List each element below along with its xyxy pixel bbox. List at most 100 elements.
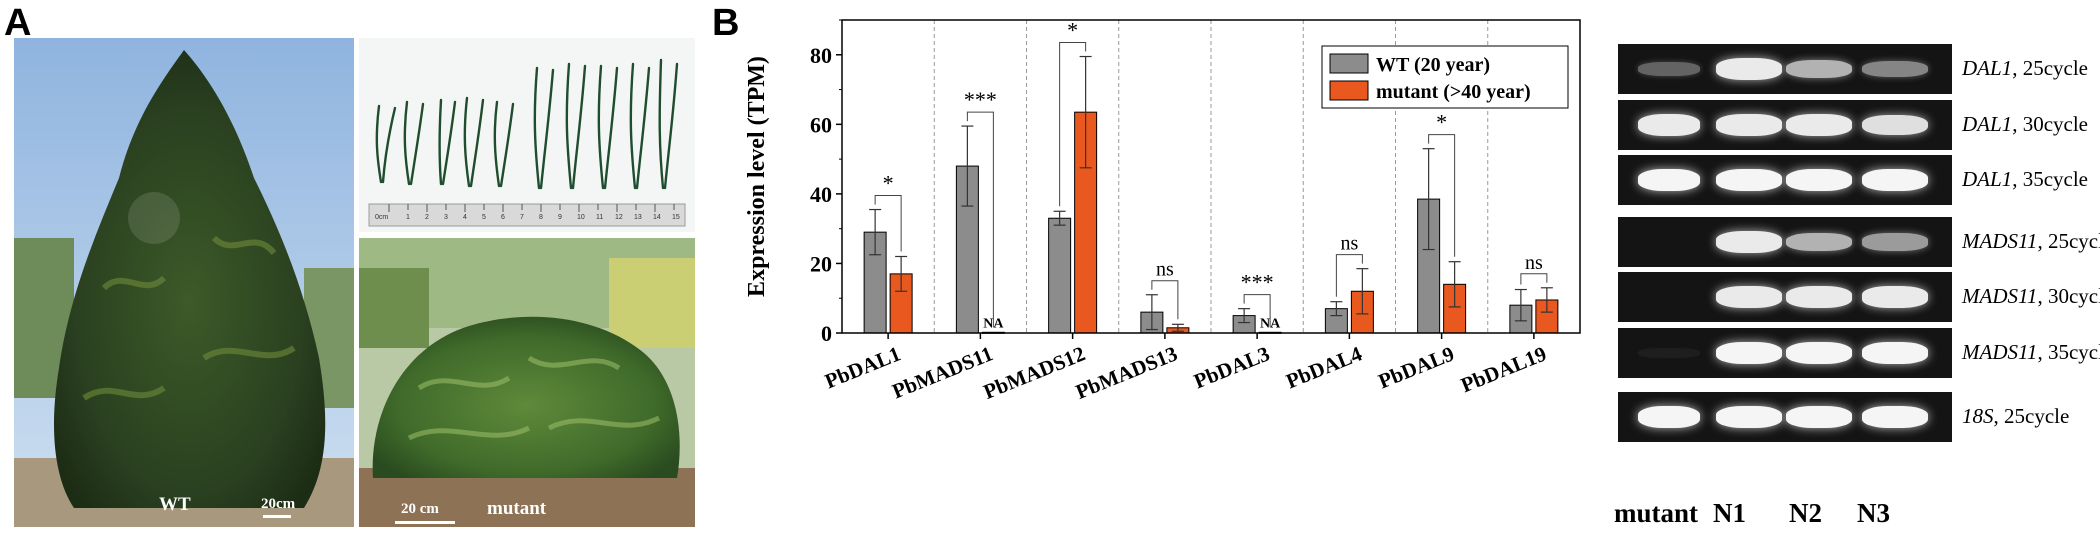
x-tick-label: PbDAL19 — [1457, 341, 1549, 397]
gel-band — [1862, 233, 1928, 251]
significance-label: * — [1067, 18, 1078, 43]
gel-row-label: DAL1, 25cycle — [1962, 56, 2088, 80]
gel-strip — [1618, 392, 1952, 442]
gel-strip — [1618, 44, 1952, 94]
gel-band — [1786, 232, 1852, 252]
mutant-scale-label: 20 cm — [401, 501, 439, 517]
gel-lane-label: mutant — [1614, 498, 1699, 528]
legend-swatch — [1329, 53, 1369, 74]
y-tick-label: 40 — [810, 182, 832, 207]
y-tick-label: 60 — [810, 112, 832, 137]
y-tick-label: 0 — [821, 321, 832, 346]
gel-strip — [1618, 100, 1952, 150]
gel-band — [1786, 406, 1852, 428]
gel-row-label: MADS11, 30cycle — [1962, 284, 2100, 308]
significance-label: *** — [1241, 270, 1274, 295]
significance-label: ns — [1340, 233, 1358, 255]
gel-band — [1862, 169, 1928, 191]
gel-band — [1638, 347, 1700, 359]
significance-bracket — [1335, 254, 1363, 297]
x-tick-label: PbDAL4 — [1283, 341, 1366, 393]
gel-strip — [1618, 217, 1952, 267]
panel-b-letter: B — [712, 2, 740, 44]
significance-label: ns — [1525, 252, 1543, 274]
gel-band — [1638, 114, 1700, 136]
gel-strip — [1618, 155, 1952, 205]
y-tick-label: 20 — [810, 251, 832, 276]
gel-lane-label: N3 — [1857, 498, 1890, 528]
wt-scale-bar — [263, 515, 291, 518]
gel-band — [1862, 406, 1928, 428]
significance-label: * — [883, 171, 894, 196]
gel-band — [1716, 58, 1782, 80]
gel-band — [1786, 114, 1852, 136]
ruler-number: 12 — [615, 214, 623, 221]
gel-band — [1862, 342, 1928, 364]
significance-bracket — [1151, 280, 1179, 320]
significance-bracket — [1059, 42, 1087, 207]
x-tick-label: PbMADS13 — [1072, 341, 1181, 403]
plot-frame — [841, 19, 1581, 334]
ruler-number: 7 — [520, 214, 524, 221]
ruler-number: 14 — [653, 214, 661, 221]
wt-scale-label: 20cm — [261, 496, 296, 512]
gel-lane-label: N1 — [1713, 498, 1746, 528]
ruler-number: 8 — [539, 214, 543, 221]
gel-row-label: DAL1, 35cycle — [1962, 167, 2088, 191]
x-tick-label: PbMADS11 — [889, 341, 996, 403]
x-tick-label: PbMADS12 — [980, 341, 1089, 403]
bar-wt — [1048, 217, 1072, 334]
y-tick-label: 80 — [810, 43, 832, 68]
gel-band — [1786, 169, 1852, 191]
gel-band — [1716, 406, 1782, 428]
needles-photo: 0cm 1 2 3 4 5 6 7 8 9 10 11 12 13 14 15 — [359, 38, 695, 232]
gel-band — [1862, 114, 1928, 136]
ruler-number: 6 — [501, 214, 505, 221]
legend-swatch — [1329, 80, 1369, 101]
ruler-number: 13 — [634, 214, 642, 221]
gel-band — [1716, 114, 1782, 136]
significance-label: *** — [964, 87, 997, 112]
x-tick-label: PbDAL9 — [1375, 341, 1458, 393]
x-tick-label: PbDAL3 — [1190, 341, 1273, 393]
significance-bracket — [1520, 273, 1548, 285]
ruler-number: 15 — [672, 214, 680, 221]
gel-row-label: 18S, 25cycle — [1962, 404, 2070, 428]
ruler-number: 2 — [425, 214, 429, 221]
significance-bracket — [1428, 134, 1456, 257]
gel-band — [1786, 59, 1852, 79]
gel-band — [1862, 286, 1928, 308]
significance-bracket — [966, 111, 994, 328]
gel-row-label: DAL1, 30cycle — [1962, 112, 2088, 136]
wt-label: WT — [159, 494, 191, 515]
significance-bracket — [1243, 294, 1271, 328]
gel-strip — [1618, 272, 1952, 322]
ruler-unit-label: 0cm — [375, 214, 389, 221]
gel-band — [1638, 169, 1700, 191]
y-axis-label: Expression level (TPM) — [744, 56, 770, 297]
legend-label: WT (20 year) — [1376, 54, 1490, 76]
gel-lane-label: N2 — [1789, 498, 1822, 528]
mutant-label: mutant — [487, 498, 547, 519]
wt-tree-photo: WT 20cm — [14, 38, 354, 527]
gel-row-label: MADS11, 25cycle — [1962, 229, 2100, 253]
significance-label: * — [1436, 110, 1447, 135]
gel-band — [1786, 342, 1852, 364]
gel-band — [1716, 286, 1782, 308]
gel-band — [1862, 61, 1928, 77]
ruler-number: 10 — [577, 214, 585, 221]
gel-row-label: MADS11, 35cycle — [1962, 340, 2100, 364]
mutant-scale-bar — [395, 521, 455, 524]
significance-label: ns — [1156, 259, 1174, 281]
ruler-number: 4 — [463, 214, 467, 221]
gel-band — [1716, 231, 1782, 253]
legend-label: mutant (>40 year) — [1376, 81, 1531, 103]
ruler-number: 3 — [444, 214, 448, 221]
gel-strip — [1618, 328, 1952, 378]
mutant-tree-photo: 20 cm mutant — [359, 238, 695, 527]
gel-band — [1716, 342, 1782, 364]
significance-bracket — [874, 195, 902, 252]
gel-band — [1638, 406, 1700, 428]
gel-band — [1638, 61, 1700, 77]
